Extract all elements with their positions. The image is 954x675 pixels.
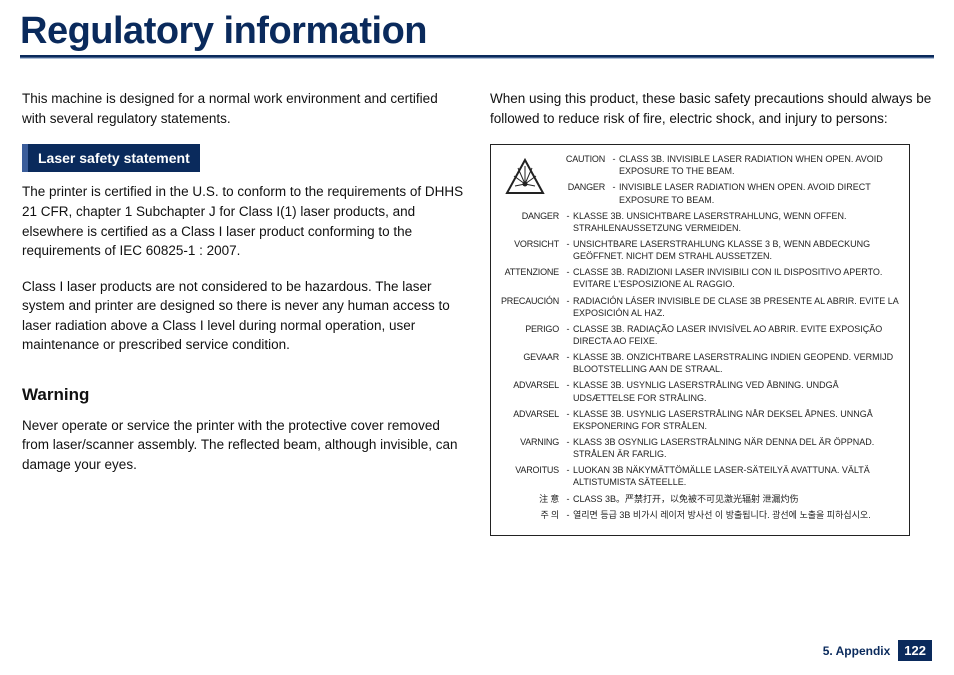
caution-dash: - [563, 351, 573, 363]
laser-para-2: Class I laser products are not considere… [22, 277, 464, 355]
caution-text: KLASS 3B OSYNLIG LASERSTRÅLNING NÄR DENN… [573, 436, 899, 460]
caution-row: CAUTION-CLASS 3B. INVISIBLE LASER RADIAT… [501, 153, 899, 177]
caution-row: 주 의-열리면 등급 3B 비가시 레이저 방사선 이 방출됩니다. 광선에 노… [501, 509, 899, 521]
page-footer: 5. Appendix 122 [823, 640, 932, 661]
caution-dash: - [563, 323, 573, 335]
caution-text: 열리면 등급 3B 비가시 레이저 방사선 이 방출됩니다. 광선에 노출을 피… [573, 509, 899, 521]
caution-text: KLASSE 3B. UNSICHTBARE LASERSTRAHLUNG, W… [573, 210, 899, 234]
caution-row: DANGER-INVISIBLE LASER RADIATION WHEN OP… [501, 181, 899, 205]
caution-label: ADVARSEL [501, 408, 563, 420]
caution-text: CLASSE 3B. RADIZIONI LASER INVISIBILI CO… [573, 266, 899, 290]
caution-row: VARNING-KLASS 3B OSYNLIG LASERSTRÅLNING … [501, 436, 899, 460]
caution-text: INVISIBLE LASER RADIATION WHEN OPEN. AVO… [619, 181, 899, 205]
caution-dash: - [563, 295, 573, 307]
caution-dash: - [609, 181, 619, 193]
caution-row: ATTENZIONE-CLASSE 3B. RADIZIONI LASER IN… [501, 266, 899, 290]
caution-row: PERIGO-CLASSE 3B. RADIAÇÃO LASER INVISÍV… [501, 323, 899, 347]
page-header: Regulatory information [0, 0, 954, 59]
warning-text: Never operate or service the printer wit… [22, 416, 464, 475]
caution-text: CLASSE 3B. RADIAÇÃO LASER INVISÍVEL AO A… [573, 323, 899, 347]
caution-dash: - [563, 436, 573, 448]
caution-dash: - [609, 153, 619, 165]
title-underline [20, 55, 934, 59]
caution-label: 注 意 [501, 493, 563, 505]
content-columns: This machine is designed for a normal wo… [0, 61, 954, 536]
caution-dash: - [563, 238, 573, 250]
caution-row: ADVARSEL-KLASSE 3B. USYNLIG LASERSTRÅLIN… [501, 408, 899, 432]
caution-dash: - [563, 266, 573, 278]
chapter-label: 5. Appendix [823, 644, 891, 658]
laser-caution-box: CAUTION-CLASS 3B. INVISIBLE LASER RADIAT… [490, 144, 910, 536]
caution-row: VAROITUS-LUOKAN 3B NÄKYMÄTTÖMÄLLE LASER-… [501, 464, 899, 488]
section-title-badge: Laser safety statement [22, 144, 200, 172]
caution-row: 注 意-CLASS 3B。严禁打开，以免被不可见激光辐射 泄漏灼伤 [501, 493, 899, 505]
caution-label: VARNING [501, 436, 563, 448]
caution-dash: - [563, 210, 573, 222]
caution-text: LUOKAN 3B NÄKYMÄTTÖMÄLLE LASER-SÄTEILYÄ … [573, 464, 899, 488]
caution-text: CLASS 3B。严禁打开，以免被不可见激光辐射 泄漏灼伤 [573, 493, 899, 505]
caution-text: CLASS 3B. INVISIBLE LASER RADIATION WHEN… [619, 153, 899, 177]
caution-row: ADVARSEL-KLASSE 3B. USYNLIG LASERSTRÅLIN… [501, 379, 899, 403]
caution-text: UNSICHTBARE LASERSTRAHLUNG KLASSE 3 B, W… [573, 238, 899, 262]
caution-dash: - [563, 408, 573, 420]
caution-row: VORSICHT-UNSICHTBARE LASERSTRAHLUNG KLAS… [501, 238, 899, 262]
caution-text: KLASSE 3B. ONZICHTBARE LASERSTRALING IND… [573, 351, 899, 375]
caution-text: KLASSE 3B. USYNLIG LASERSTRÅLING NÅR DEK… [573, 408, 899, 432]
caution-label: DANGER [501, 210, 563, 222]
caution-label: PRECAUCIÓN [501, 295, 563, 307]
caution-dash: - [563, 464, 573, 476]
laser-para-1: The printer is certified in the U.S. to … [22, 182, 464, 260]
caution-label: 주 의 [501, 509, 563, 521]
caution-dash: - [563, 509, 573, 521]
caution-row: GEVAAR-KLASSE 3B. ONZICHTBARE LASERSTRAL… [501, 351, 899, 375]
caution-label: ADVARSEL [501, 379, 563, 391]
page-number-box: 122 [898, 640, 932, 661]
warning-heading: Warning [22, 383, 464, 408]
caution-text: KLASSE 3B. USYNLIG LASERSTRÅLING VED ÅBN… [573, 379, 899, 403]
caution-label: VAROITUS [501, 464, 563, 476]
caution-dash: - [563, 379, 573, 391]
left-column: This machine is designed for a normal wo… [22, 89, 464, 536]
caution-dash: - [563, 493, 573, 505]
intro-text: This machine is designed for a normal wo… [22, 89, 464, 128]
right-column: When using this product, these basic saf… [490, 89, 932, 536]
caution-row: PRECAUCIÓN-RADIACIÓN LÁSER INVISIBLE DE … [501, 295, 899, 319]
caution-text: RADIACIÓN LÁSER INVISIBLE DE CLASE 3B PR… [573, 295, 899, 319]
caution-label: VORSICHT [501, 238, 563, 250]
caution-label: ATTENZIONE [501, 266, 563, 278]
caution-label: PERIGO [501, 323, 563, 335]
page-title: Regulatory information [20, 10, 934, 53]
caution-label: GEVAAR [501, 351, 563, 363]
right-intro-text: When using this product, these basic saf… [490, 89, 932, 128]
caution-row: DANGER-KLASSE 3B. UNSICHTBARE LASERSTRAH… [501, 210, 899, 234]
